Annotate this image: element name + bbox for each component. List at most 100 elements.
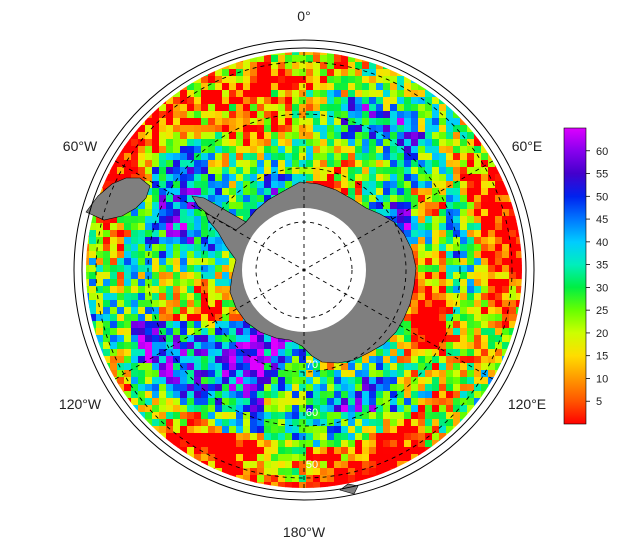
heatmap-cell [292,97,300,105]
heatmap-cell [285,76,293,84]
colorbar-tick-label: 50 [596,191,608,203]
heatmap-cell [334,83,342,91]
heatmap-cell [208,314,216,322]
heatmap-cell [320,447,328,455]
heatmap-cell [460,356,468,364]
heatmap-cell [173,230,181,238]
heatmap-cell [488,356,496,364]
heatmap-cell [271,118,279,126]
heatmap-cell [502,251,510,259]
heatmap-cell [446,244,454,252]
heatmap-cell [453,314,461,322]
heatmap-cell [425,377,433,385]
heatmap-cell [124,286,132,294]
heatmap-cell [180,174,188,182]
heatmap-cell [390,167,398,175]
heatmap-cell [103,342,111,350]
heatmap-cell [362,384,370,392]
heatmap-cell [488,181,496,189]
heatmap-cell [348,167,356,175]
heatmap-cell [306,125,314,133]
heatmap-cell [110,356,118,364]
heatmap-cell [369,391,377,399]
heatmap-cell [299,90,307,98]
heatmap-cell [180,118,188,126]
heatmap-cell [201,97,209,105]
heatmap-cell [89,230,97,238]
heatmap-cell [453,195,461,203]
heatmap-cell [425,279,433,287]
heatmap-cell [495,188,503,196]
heatmap-cell [180,188,188,196]
heatmap-cell [439,328,447,336]
heatmap-cell [306,104,314,112]
heatmap-cell [467,300,475,308]
heatmap-cell [362,97,370,105]
heatmap-cell [341,468,349,476]
heatmap-cell [201,139,209,147]
heatmap-cell [145,167,153,175]
heatmap-cell [215,111,223,119]
heatmap-cell [187,104,195,112]
heatmap-cell [411,356,419,364]
heatmap-cell [334,398,342,406]
heatmap-cell [425,251,433,259]
heatmap-cell [180,412,188,420]
heatmap-cell [467,167,475,175]
heatmap-cell [117,279,125,287]
heatmap-cell [425,181,433,189]
heatmap-cell [411,307,419,315]
heatmap-cell [264,426,272,434]
heatmap-cell [341,153,349,161]
heatmap-cell [418,258,426,266]
heatmap-cell [460,321,468,329]
heatmap-cell [502,279,510,287]
heatmap-cell [278,139,286,147]
heatmap-cell [509,300,517,308]
heatmap-cell [264,160,272,168]
heatmap-cell [495,265,503,273]
heatmap-cell [432,398,440,406]
heatmap-cell [236,370,244,378]
heatmap-cell [411,111,419,119]
heatmap-cell [215,307,223,315]
heatmap-cell [124,272,132,280]
heatmap-cell [117,174,125,182]
heatmap-cell [264,83,272,91]
heatmap-cell [166,328,174,336]
heatmap-cell [362,370,370,378]
heatmap-cell [516,251,522,259]
heatmap-cell [320,419,328,427]
heatmap-cell [390,132,398,140]
heatmap-cell [432,335,440,343]
heatmap-cell [299,419,307,427]
heatmap-cell [159,244,167,252]
heatmap-cell [488,230,496,238]
heatmap-cell [159,286,167,294]
heatmap-cell [159,265,167,273]
heatmap-cell [362,83,370,91]
heatmap-cell [439,370,447,378]
heatmap-cell [208,272,216,280]
heatmap-cell [467,251,475,259]
heatmap-cell [173,342,181,350]
heatmap-cell [327,475,335,483]
heatmap-cell [145,223,153,231]
lat-circle-70 [201,167,407,373]
heatmap-cell [264,384,272,392]
heatmap-cell [397,139,405,147]
heatmap-cell [194,335,202,343]
heatmap-cell [411,405,419,413]
heatmap-cell [341,188,349,196]
heatmap-cell [180,398,188,406]
heatmap-cell [138,314,146,322]
heatmap-cell [425,132,433,140]
heatmap-cell [194,321,202,329]
heatmap-cell [404,384,412,392]
heatmap-cell [96,230,104,238]
heatmap-cell [250,328,258,336]
heatmap-cell [481,167,489,175]
heatmap-cell [89,216,97,224]
heatmap-cell [376,146,384,154]
heatmap-cell [180,216,188,224]
